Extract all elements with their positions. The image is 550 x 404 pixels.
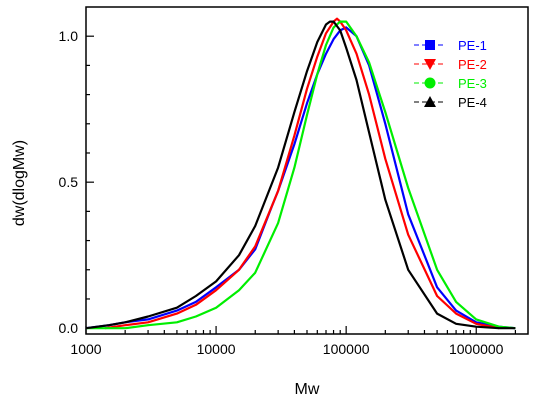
series-line-pe-4 xyxy=(85,20,516,330)
legend-label: PE-2 xyxy=(458,57,487,72)
x-tick-label: 10000 xyxy=(197,341,236,357)
series-line-pe-3 xyxy=(86,20,516,330)
legend-marker xyxy=(424,59,436,70)
legend-item-pe-2: PE-2 xyxy=(414,57,487,72)
legend: PE-1 PE-2 PE-3 PE-4 xyxy=(414,38,487,110)
series-line-pe-2 xyxy=(104,17,500,330)
x-axis: 1000 10000 100000 1000000 xyxy=(70,326,516,357)
legend-marker xyxy=(425,40,435,50)
y-tick-label: 1.0 xyxy=(59,28,79,44)
y-tick-label: 0.0 xyxy=(59,320,79,336)
x-tick-label: 1000000 xyxy=(449,341,504,357)
legend-item-pe-3: PE-3 xyxy=(414,76,487,91)
x-tick-label: 1000 xyxy=(70,341,101,357)
x-tick-label: 100000 xyxy=(323,341,370,357)
legend-label: PE-1 xyxy=(458,38,487,53)
legend-item-pe-1: PE-1 xyxy=(414,38,487,53)
legend-item-pe-4: PE-4 xyxy=(414,95,487,110)
series-line-pe-1 xyxy=(85,26,516,330)
legend-label: PE-4 xyxy=(458,95,487,110)
legend-marker xyxy=(424,77,436,89)
y-axis: 0.0 0.5 1.0 xyxy=(59,28,94,336)
y-axis-title: dw(dlogMw) xyxy=(11,140,28,226)
y-tick-label: 0.5 xyxy=(59,174,79,190)
x-axis-title: Mw xyxy=(295,381,320,398)
legend-label: PE-3 xyxy=(458,76,487,91)
legend-marker xyxy=(424,96,436,107)
series-layer xyxy=(85,17,516,330)
